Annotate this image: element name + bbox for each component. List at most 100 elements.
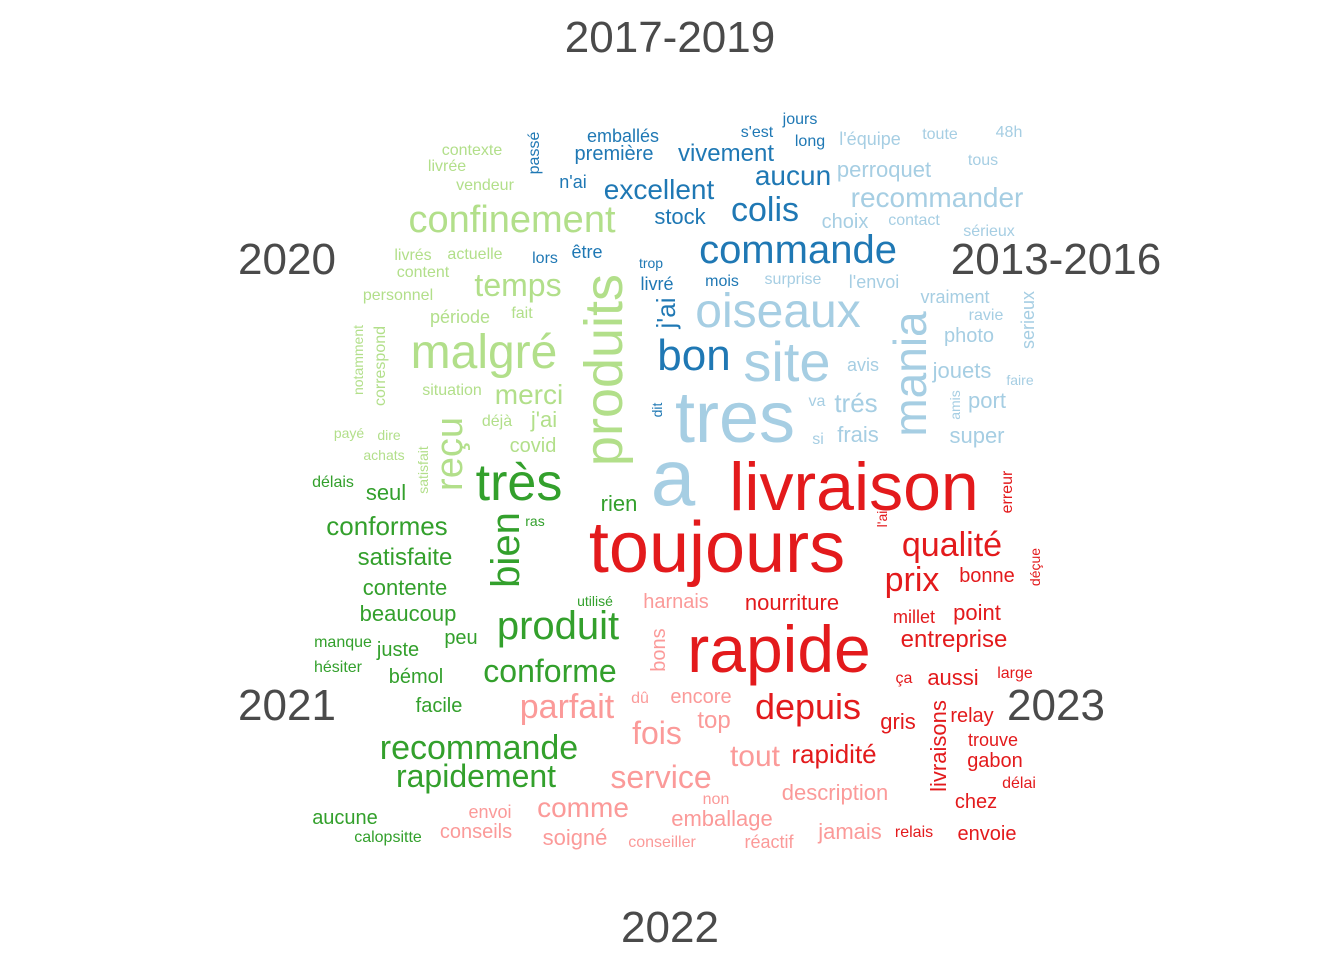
word-g2013: super	[949, 423, 1005, 448]
word-g2023: large	[997, 665, 1033, 682]
word-g2023: ça	[895, 670, 913, 687]
word-g2021: rien	[600, 491, 638, 516]
word-g2017: jours	[782, 111, 818, 128]
word-g2021: produit	[496, 604, 620, 648]
word-g2020: personnel	[362, 287, 434, 304]
word-g2017: j'ai	[651, 297, 681, 329]
word-g2021: contente	[362, 575, 448, 600]
word-g2023: prix	[884, 561, 940, 599]
word-g2020: livrée	[427, 158, 467, 175]
word-g2013: 48h	[995, 124, 1023, 141]
word-g2013: faire	[1006, 372, 1034, 388]
word-g2017: vivement	[677, 140, 775, 167]
word-g2021: très	[475, 454, 563, 512]
word-g2022: conseils	[439, 821, 513, 843]
word-g2021: peu	[444, 627, 478, 649]
word-g2022: parfait	[519, 688, 615, 726]
word-g2023: aussi	[927, 665, 979, 690]
word-g2020: j'ai	[530, 407, 558, 432]
word-g2021: hésiter	[313, 659, 363, 676]
word-g2023: déçue	[1027, 547, 1043, 587]
word-g2021: aucune	[312, 807, 378, 829]
word-g2023: nourriture	[744, 590, 840, 615]
word-g2021: juste	[376, 639, 420, 661]
word-g2013: sérieux	[963, 223, 1015, 240]
word-g2013: ravie	[968, 307, 1004, 324]
group-label-g2022: 2022	[621, 903, 719, 952]
word-g2022: soigné	[542, 825, 608, 850]
word-g2017: commande	[699, 228, 897, 272]
word-g2021: bien	[484, 512, 528, 588]
word-g2017: dit	[649, 402, 665, 418]
word-g2023: qualité	[901, 526, 1003, 564]
word-g2013: trés	[834, 388, 878, 418]
word-g2023: point	[953, 600, 1001, 625]
word-g2017: trop	[638, 255, 664, 271]
word-g2020: fait	[511, 305, 533, 322]
word-g2020: actuelle	[447, 246, 503, 263]
word-g2013: surprise	[764, 271, 822, 288]
word-g2022: harnais	[643, 591, 709, 613]
word-g2020: confinement	[408, 199, 616, 241]
word-g2013: oiseaux	[695, 285, 861, 338]
word-g2017: mois	[705, 273, 739, 290]
word-g2013: tous	[967, 152, 999, 169]
word-g2017: bon	[657, 331, 731, 380]
word-g2013: choix	[821, 211, 869, 233]
word-g2020: notamment	[350, 324, 366, 396]
word-g2023: chez	[954, 791, 998, 813]
word-g2020: déjà	[481, 413, 513, 430]
word-g2013: recommander	[850, 182, 1024, 213]
word-g2013: perroquet	[836, 157, 932, 182]
word-g2023: l'ai	[874, 510, 890, 528]
word-g2023: entreprise	[900, 626, 1008, 653]
word-g2023: toujours	[588, 508, 846, 588]
word-g2017: emballés	[586, 126, 660, 146]
word-g2021: calopsitte	[354, 829, 422, 846]
word-g2022: description	[781, 780, 889, 805]
word-g2021: manque	[314, 634, 372, 651]
group-label-g2023: 2023	[1007, 681, 1105, 730]
word-g2022: tout	[729, 740, 781, 773]
word-g2020: dire	[377, 427, 401, 443]
word-g2013: va	[808, 393, 826, 410]
word-g2017: aucun	[754, 160, 832, 191]
word-g2023: gabon	[967, 750, 1023, 772]
word-g2021: facile	[415, 695, 463, 717]
word-g2020: situation	[422, 382, 482, 399]
word-g2022: jamais	[818, 819, 882, 844]
word-g2021: satisfaite	[357, 544, 453, 571]
word-g2023: délai	[1002, 775, 1036, 792]
word-g2021: ras	[525, 513, 545, 529]
word-g2013: mania	[884, 311, 936, 437]
word-g2020: satisfait	[415, 446, 431, 494]
group-label-g2021: 2021	[238, 681, 336, 730]
word-g2022: dû	[631, 690, 649, 707]
word-g2020: temps	[474, 267, 562, 303]
word-g2023: livraisons	[926, 700, 951, 792]
word-g2013: jouets	[932, 358, 992, 383]
word-g2022: comme	[537, 792, 629, 823]
word-g2021: utilisé	[577, 593, 613, 609]
word-g2013: tres	[674, 378, 796, 458]
word-g2022: fois	[632, 715, 682, 751]
word-g2013: l'équipe	[839, 129, 901, 149]
word-g2021: conforme	[483, 653, 617, 689]
word-g2022: conseiller	[628, 834, 696, 851]
word-g2013: serieux	[1018, 290, 1038, 350]
word-g2020: période	[429, 307, 491, 327]
word-g2020: contexte	[441, 142, 503, 159]
word-g2020: payé	[333, 425, 365, 441]
word-g2022: service	[610, 759, 712, 795]
word-g2020: merci	[494, 379, 564, 410]
word-g2021: rapidement	[395, 758, 557, 794]
word-g2023: relais	[894, 824, 934, 841]
word-g2023: bonne	[959, 565, 1015, 587]
word-g2023: erreur	[999, 470, 1016, 514]
word-g2017: livré	[640, 274, 674, 294]
word-g2017: passé	[526, 131, 543, 175]
word-g2017: excellent	[603, 174, 715, 205]
word-g2020: achats	[363, 447, 405, 463]
word-g2017: long	[794, 133, 826, 150]
